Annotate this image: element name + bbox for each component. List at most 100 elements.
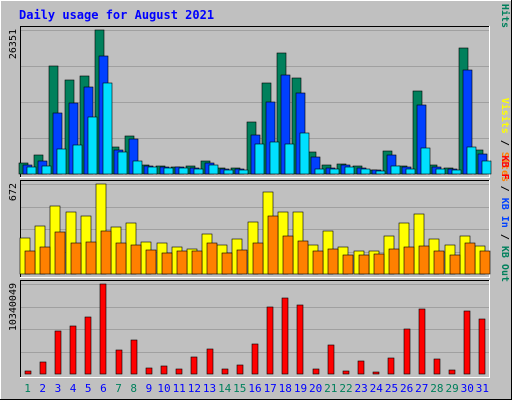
legend-entry-/: / (499, 180, 510, 198)
bar-kbytes-day-17 (266, 306, 274, 375)
bar-kbytes-day-2 (39, 361, 47, 375)
bar-pages-day-15 (238, 169, 249, 175)
x-tick-label: 10 (157, 382, 170, 395)
bar-kbytes-day-18 (281, 297, 289, 375)
bar-kbytes-day-12 (190, 356, 198, 375)
bar-kbytes-day-7 (115, 349, 123, 375)
bar-sites-day-27 (418, 245, 430, 275)
x-tick-label: 18 (279, 382, 292, 395)
bar-pages-day-26 (405, 168, 416, 175)
bar-sites-day-30 (464, 242, 476, 275)
bar-pages-day-19 (299, 132, 310, 175)
bar-sites-day-7 (115, 242, 127, 275)
bar-pages-day-1 (26, 166, 37, 175)
x-tick-label: 26 (400, 382, 413, 395)
bar-sites-day-26 (403, 246, 415, 275)
panel-bottom-legend: KB F / KB In / KB Out (499, 156, 510, 282)
series-pages (26, 82, 492, 175)
bar-pages-day-12 (193, 168, 204, 175)
bar-pages-day-27 (420, 147, 431, 175)
series-sites (24, 215, 491, 275)
chart-panels: 26351 Pages / Files / Hits 672 Visits / Sit… (8, 0, 511, 378)
bar-kbytes-day-30 (463, 310, 471, 375)
x-tick-label: 9 (146, 382, 153, 395)
x-tick-label: 28 (430, 382, 443, 395)
bar-pages-day-24 (375, 170, 386, 175)
bar-sites-day-9 (145, 249, 157, 275)
bar-pages-day-7 (117, 151, 128, 175)
bar-sites-day-5 (85, 241, 97, 275)
x-tick-label: 21 (324, 382, 337, 395)
x-tick-label: 19 (294, 382, 307, 395)
bar-sites-day-15 (236, 249, 248, 275)
bar-kbytes-day-27 (418, 308, 426, 375)
series-kbytes (24, 283, 486, 375)
bar-sites-day-24 (373, 253, 385, 275)
bar-kbytes-day-31 (478, 318, 486, 375)
bar-sites-day-23 (358, 254, 370, 275)
legend-entry-visits: Visits (499, 98, 511, 134)
x-tick-label: 20 (309, 382, 322, 395)
panel-middle: 672 Visits / Sites (8, 98, 511, 278)
chart-title: Daily usage for August 2021 (19, 8, 214, 22)
x-tick-label: 6 (100, 382, 107, 395)
bar-sites-day-1 (24, 250, 36, 275)
x-tick-label: 11 (173, 382, 186, 395)
bar-pages-day-13 (208, 164, 219, 175)
x-tick-label: 23 (354, 382, 367, 395)
panel-top-legend: Pages / Files / Hits (499, 0, 511, 28)
bar-sites-day-28 (433, 250, 445, 275)
x-tick-label: 4 (70, 382, 77, 395)
bar-sites-day-12 (191, 250, 203, 275)
bar-sites-day-18 (282, 235, 294, 275)
x-tick-label: 3 (55, 382, 62, 395)
bar-kbytes-day-23 (357, 360, 365, 375)
bar-pages-day-29 (451, 169, 462, 175)
x-tick-label: 16 (248, 382, 261, 395)
bar-kbytes-day-14 (221, 368, 229, 375)
x-tick-label: 8 (130, 382, 137, 395)
bar-kbytes-day-11 (175, 368, 183, 375)
bar-sites-day-29 (449, 254, 461, 275)
bar-pages-day-16 (254, 143, 265, 175)
legend-entry-/: / (499, 0, 510, 4)
bar-kbytes-day-26 (403, 328, 411, 375)
legend-entry-kb-f: KB F (499, 156, 510, 180)
x-tick-label: 22 (339, 382, 352, 395)
legend-entry-sites: Sites (499, 152, 511, 182)
panel-top: 26351 Pages / Files / Hits (8, 0, 511, 178)
panel-middle-legend: Visits / Sites (499, 98, 511, 182)
bar-kbytes-day-15 (236, 364, 244, 375)
bar-pages-day-20 (314, 168, 325, 175)
bar-kbytes-day-22 (342, 370, 350, 375)
bar-sites-day-16 (252, 242, 264, 275)
x-tick-label: 27 (415, 382, 428, 395)
bar-pages-day-14 (223, 169, 234, 175)
bar-sites-day-6 (100, 230, 112, 275)
bar-kbytes-day-21 (327, 344, 335, 375)
bar-pages-day-25 (390, 165, 401, 175)
x-tick-label: 30 (461, 382, 474, 395)
bar-pages-day-4 (72, 144, 83, 175)
bar-sites-day-25 (388, 248, 400, 275)
panel-bottom-max-label: 10340049 (8, 283, 19, 331)
x-tick-label: 14 (218, 382, 232, 395)
bar-sites-day-20 (312, 250, 324, 275)
x-tick-label: 24 (370, 382, 384, 395)
bar-pages-day-8 (132, 160, 143, 175)
bar-sites-day-11 (176, 250, 188, 275)
x-tick-label: 17 (264, 382, 277, 395)
legend-entry-kb-out: KB Out (499, 246, 510, 282)
legend-entry-kb-in: KB In (499, 198, 510, 228)
bar-sites-day-21 (327, 248, 339, 275)
bar-pages-day-18 (284, 143, 295, 175)
bar-pages-day-31 (481, 160, 492, 175)
bar-pages-day-11 (178, 167, 189, 175)
bar-sites-day-10 (161, 252, 173, 275)
bar-sites-day-2 (39, 246, 51, 275)
bar-kbytes-day-10 (160, 365, 168, 375)
bar-pages-day-17 (269, 141, 280, 175)
x-tick-label: 31 (476, 382, 489, 395)
bar-pages-day-23 (360, 168, 371, 175)
bar-pages-day-21 (329, 168, 340, 175)
